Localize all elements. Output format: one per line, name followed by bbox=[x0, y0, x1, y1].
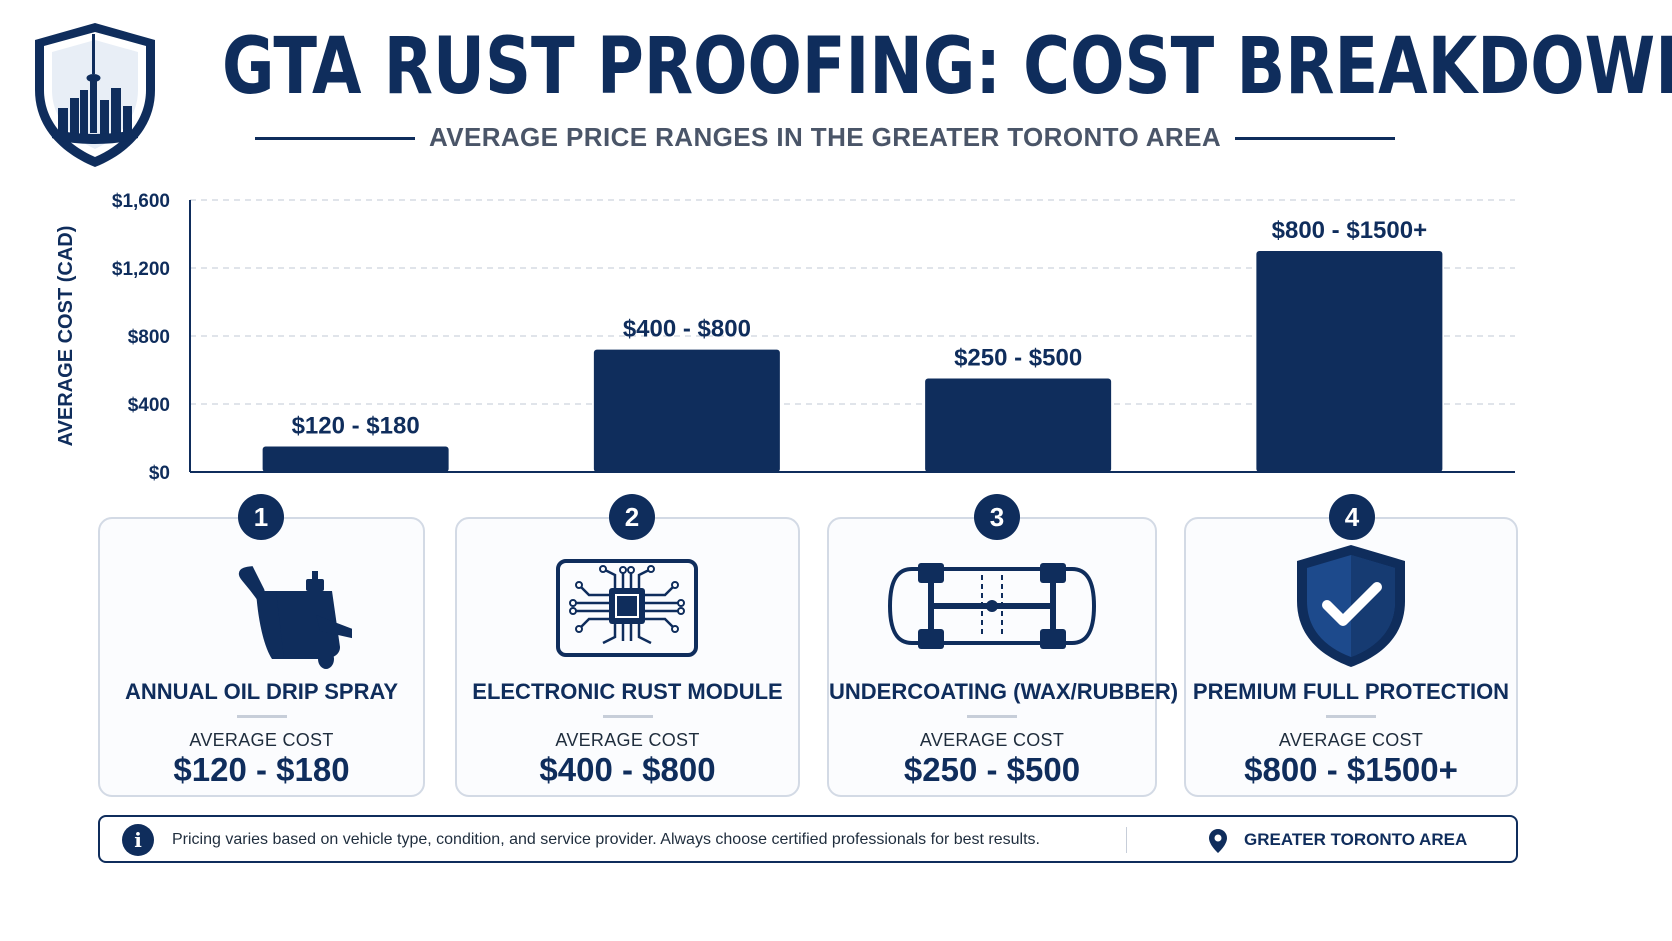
bar bbox=[262, 446, 449, 472]
card-divider bbox=[967, 715, 1017, 718]
card-cost: $800 - $1500+ bbox=[1244, 751, 1458, 788]
y-tick-label: $1,200 bbox=[112, 259, 170, 280]
card-title: ANNUAL OIL DRIP SPRAY bbox=[124, 679, 399, 704]
card-cost: $400 - $800 bbox=[539, 751, 716, 788]
card-title: PREMIUM FULL PROTECTION bbox=[1192, 679, 1510, 704]
footer-divider bbox=[1126, 827, 1127, 853]
card-divider bbox=[236, 715, 287, 718]
oil-can-icon bbox=[238, 566, 352, 669]
footer-note-bar: i Pricing varies based on vehicle type, … bbox=[98, 815, 1518, 863]
footer-region: GREATER TORONTO AREA bbox=[1244, 830, 1468, 849]
y-tick-label: $0 bbox=[149, 463, 170, 484]
logo-shield-skyline-icon bbox=[35, 23, 155, 167]
y-axis-title: AVERAGE COST (CAD) bbox=[55, 226, 77, 447]
y-tick-label: $1,600 bbox=[112, 191, 170, 212]
bar-value-label: $250 - $500 bbox=[954, 345, 1082, 372]
y-tick-label: $400 bbox=[128, 395, 170, 416]
bar bbox=[925, 378, 1112, 472]
footer-note-text: Pricing varies based on vehicle type, co… bbox=[172, 831, 1040, 848]
bar bbox=[1256, 251, 1443, 472]
service-card-undercoating: UNDERCOATING (WAX/RUBBER) AVERAGE COST $… bbox=[827, 517, 1179, 797]
bar-value-label: $120 - $180 bbox=[292, 413, 420, 440]
bar bbox=[593, 349, 780, 472]
circuit-chip-icon bbox=[555, 559, 698, 657]
bar-value-label: $800 - $1500+ bbox=[1272, 217, 1427, 244]
subtitle-left-rule bbox=[255, 137, 415, 140]
car-chassis-icon bbox=[887, 563, 1097, 649]
subtitle-right-rule bbox=[1235, 137, 1395, 140]
card-title: ELECTRONIC RUST MODULE bbox=[472, 679, 783, 704]
bar-value-label: $400 - $800 bbox=[623, 316, 751, 343]
card-cost-label: AVERAGE COST bbox=[189, 730, 334, 750]
step-badge-4: 4 bbox=[1329, 494, 1375, 540]
card-title: UNDERCOATING (WAX/RUBBER) bbox=[829, 679, 1179, 704]
cost-bar-chart: $0 $400 $800 $1,200 $1,600 AVERAGE COST (CAD)… bbox=[55, 191, 1515, 484]
page-subtitle: AVERAGE PRICE RANGES IN THE GREATER TORO… bbox=[428, 122, 1222, 152]
info-icon: i bbox=[122, 824, 154, 856]
step-badge-2: 2 bbox=[609, 494, 655, 540]
service-card-oil-spray: ANNUAL OIL DRIP SPRAY AVERAGE COST $120 … bbox=[98, 517, 425, 797]
card-divider bbox=[1326, 715, 1376, 718]
card-divider bbox=[602, 715, 653, 718]
step-badge-1: 1 bbox=[238, 494, 284, 540]
step-badge-3: 3 bbox=[974, 494, 1020, 540]
card-cost: $120 - $180 bbox=[173, 751, 350, 788]
card-cost-label: AVERAGE COST bbox=[1278, 730, 1424, 750]
shield-check-icon bbox=[1297, 545, 1405, 667]
card-cost-label: AVERAGE COST bbox=[555, 730, 700, 750]
card-cost: $250 - $500 bbox=[903, 751, 1081, 788]
card-cost-label: AVERAGE COST bbox=[919, 730, 1065, 750]
subtitle-row: AVERAGE PRICE RANGES IN THE GREATER TORO… bbox=[255, 118, 1395, 158]
service-card-electronic-module: ELECTRONIC RUST MODULE AVERAGE COST $400… bbox=[455, 517, 800, 797]
page-title: GTA RUST PROOFING: COST BREAKDOWN bbox=[222, 22, 1672, 112]
y-tick-label: $800 bbox=[128, 327, 170, 348]
location-pin-icon bbox=[1209, 829, 1227, 853]
service-card-premium-protection: PREMIUM FULL PROTECTION AVERAGE COST $80… bbox=[1184, 517, 1518, 797]
